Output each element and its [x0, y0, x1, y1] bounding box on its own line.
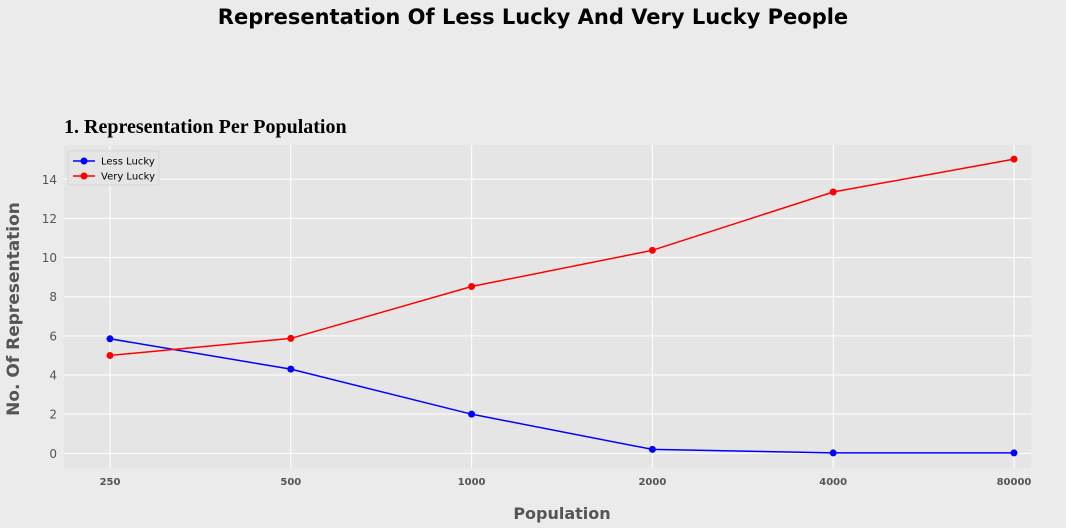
x-tick-labels: 250 500 1000 2000 4000 80000 [100, 477, 1032, 488]
x-tick-label: 250 [100, 477, 121, 488]
y-tick-label: 10 [42, 251, 57, 265]
y-tick-label: 2 [49, 408, 57, 422]
data-point [287, 365, 295, 373]
data-point [829, 188, 837, 196]
data-point [829, 449, 837, 457]
y-tick-label: 0 [49, 447, 57, 461]
y-tick-label: 12 [42, 212, 57, 226]
y-tick-label: 14 [42, 173, 57, 187]
legend-marker [80, 157, 88, 165]
series-line [109, 338, 1014, 454]
y-tick-label: 4 [49, 369, 57, 383]
data-point [1010, 449, 1018, 457]
data-point [106, 351, 114, 359]
x-tick-label: 1000 [458, 477, 486, 488]
legend-label: Very Lucky [101, 172, 155, 183]
legend-marker [80, 172, 88, 180]
data-point [106, 335, 114, 343]
x-tick-label: 2000 [638, 477, 666, 488]
data-point [468, 410, 476, 418]
data-point [648, 246, 656, 254]
y-tick-labels: 0 2 4 6 8 10 12 14 [42, 173, 57, 461]
y-axis-label: No. Of Representation [4, 202, 24, 416]
data-point [648, 445, 656, 453]
x-tick-label: 80000 [997, 477, 1032, 488]
y-tick-label: 6 [49, 329, 57, 343]
figure-title: Representation Of Less Lucky And Very Lu… [217, 5, 849, 29]
chart-title: 1. Representation Per Population [64, 116, 347, 138]
y-tick-label: 8 [49, 290, 57, 304]
series-line [109, 158, 1015, 357]
x-tick-label: 500 [280, 477, 301, 488]
data-point [287, 334, 295, 342]
data-point [468, 283, 476, 291]
x-axis-label: Population [513, 504, 610, 523]
data-point [1010, 155, 1018, 163]
legend-label: Less Lucky [101, 157, 155, 168]
legend: Less Lucky Very Lucky [67, 150, 160, 186]
plot-area [64, 145, 1031, 468]
series-layer [106, 155, 1018, 457]
x-tick-label: 4000 [819, 477, 847, 488]
